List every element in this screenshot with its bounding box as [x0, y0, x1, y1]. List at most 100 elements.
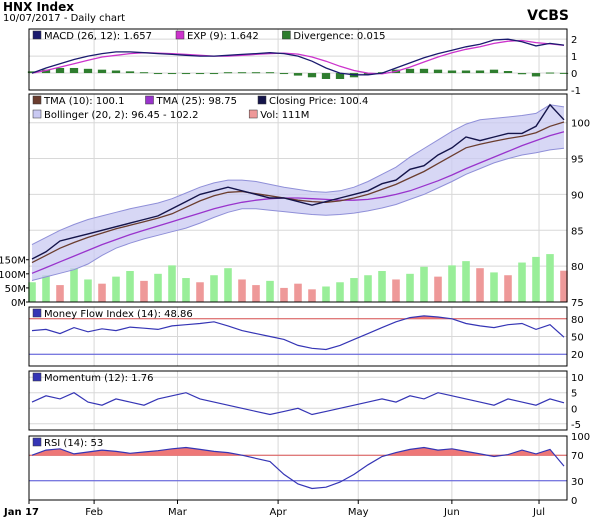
macd-divergence-bar — [503, 71, 513, 74]
macd-legend-swatch — [282, 30, 291, 40]
volume-bar — [336, 282, 344, 302]
macd-divergence-bar — [545, 72, 555, 74]
price-y-tick: 75 — [571, 298, 584, 309]
volume-bar — [252, 285, 260, 302]
mfi-y-tick: 50 — [571, 333, 584, 344]
rsi-background — [29, 436, 567, 500]
rsi-legend-label: RSI (14): 53 — [44, 438, 103, 449]
volume-bar — [308, 289, 316, 302]
volume-bar — [434, 276, 442, 302]
tma25-line — [31, 131, 565, 274]
volume-bar — [196, 282, 204, 302]
volume-bar — [280, 287, 288, 302]
macd-divergence-bar — [139, 72, 149, 74]
price-y-tick: 80 — [571, 262, 584, 273]
macd-divergence-bar — [433, 69, 443, 74]
macd-divergence-bar — [363, 73, 373, 75]
volume-bar — [406, 273, 414, 302]
macd-y-tick: -1 — [571, 86, 581, 97]
price-y-tick: 90 — [571, 190, 584, 201]
volume-bar — [56, 285, 64, 302]
price-legend-label: Closing Price: 100.4 — [269, 96, 368, 107]
chart-title: HNX Index — [3, 0, 74, 14]
volume-bar — [546, 254, 554, 302]
rsi-legend: RSI (14): 53 — [32, 437, 103, 449]
volume-bar — [154, 273, 162, 302]
volume-bar — [392, 279, 400, 302]
macd-divergence-bar — [181, 73, 191, 75]
mfi-frame — [28, 306, 568, 367]
momentum-legend: Momentum (12): 1.76 — [32, 372, 154, 384]
rsi-frame — [28, 435, 568, 501]
x-tick-label: Jan 17 — [3, 507, 39, 518]
price-legend-swatch — [248, 109, 258, 119]
macd-divergence-bar — [531, 73, 541, 77]
volume-bar — [350, 278, 358, 302]
momentum-line — [31, 392, 565, 416]
macd-divergence-bar — [251, 72, 261, 74]
rsi-y-tick: 100 — [571, 432, 590, 443]
price-legend-label: TMA (10): 100.1 — [43, 96, 124, 107]
x-tick-label: Jul — [532, 507, 545, 518]
price-legend-swatch — [145, 95, 154, 105]
price-legend-swatch — [32, 95, 42, 105]
macd-y-tick: 1 — [571, 52, 577, 63]
rsi-line — [31, 446, 565, 490]
momentum-y-tick: -5 — [571, 420, 581, 431]
volume-bar — [70, 268, 78, 302]
macd-divergence-bar — [125, 71, 135, 74]
x-tick-label: May — [348, 507, 369, 518]
macd-divergence-bar — [83, 68, 93, 74]
macd-y-tick: 0 — [571, 69, 577, 80]
macd-divergence-bar — [461, 70, 471, 74]
volume-bar — [98, 283, 106, 302]
price-y-tick: 95 — [571, 155, 584, 166]
mfi-legend-label: Money Flow Index (14): 48.86 — [44, 309, 193, 320]
volume-bar — [364, 275, 372, 302]
macd-divergence-bar — [167, 73, 177, 75]
rsi-overbought-fill — [396, 449, 410, 456]
momentum-y-tick: 5 — [571, 389, 577, 400]
volume-bar — [126, 271, 134, 302]
rsi-overbought-fill — [172, 447, 186, 456]
bollinger-band — [32, 104, 564, 281]
x-tick-label: Feb — [85, 507, 103, 518]
macd-divergence-bar — [237, 72, 247, 74]
macd-legend-swatch — [175, 30, 185, 40]
price-legend-label: Vol: 111M — [260, 110, 309, 121]
macd-divergence-bar — [195, 73, 205, 75]
volume-bar — [504, 275, 512, 302]
rsi-y-tick: 0 — [571, 496, 577, 507]
macd-legend-label: MACD (26, 12): 1.657 — [44, 31, 152, 42]
volume-bar — [490, 272, 498, 302]
momentum-y-tick: 0 — [571, 404, 577, 415]
volume-bar — [84, 279, 92, 302]
rsi-overbought-fill — [452, 448, 466, 456]
price-legend-swatch — [257, 95, 267, 105]
x-tick-label: Apr — [269, 507, 287, 518]
macd-divergence-bar — [69, 67, 79, 74]
momentum-legend-label: Momentum (12): 1.76 — [44, 373, 154, 384]
macd-frame — [28, 28, 568, 91]
volume-bar — [28, 282, 36, 302]
rsi-y-tick: 70 — [571, 451, 584, 462]
x-tick-label: Mar — [168, 507, 188, 518]
rsi-overbought-fill — [438, 448, 452, 456]
price-frame — [28, 93, 568, 303]
macd-legend-swatch — [32, 30, 42, 40]
macd-divergence-bar — [489, 69, 499, 74]
volume-bar — [112, 276, 120, 302]
price-legend-label: TMA (25): 98.75 — [156, 96, 237, 107]
mfi-y-tick: 20 — [571, 350, 584, 361]
closing-price-line — [31, 103, 565, 260]
volume-bar — [518, 262, 526, 302]
rsi-overbought-fill — [46, 448, 60, 456]
tma10-line — [31, 121, 565, 264]
volume-bar — [238, 279, 246, 302]
mfi-y-tick: 80 — [571, 315, 584, 326]
brand-logo-text: VCBS — [527, 8, 569, 24]
macd-divergence-bar — [223, 72, 233, 74]
volume-bar — [42, 275, 50, 302]
macd-divergence-bar — [293, 73, 303, 76]
momentum-frame — [28, 370, 568, 431]
